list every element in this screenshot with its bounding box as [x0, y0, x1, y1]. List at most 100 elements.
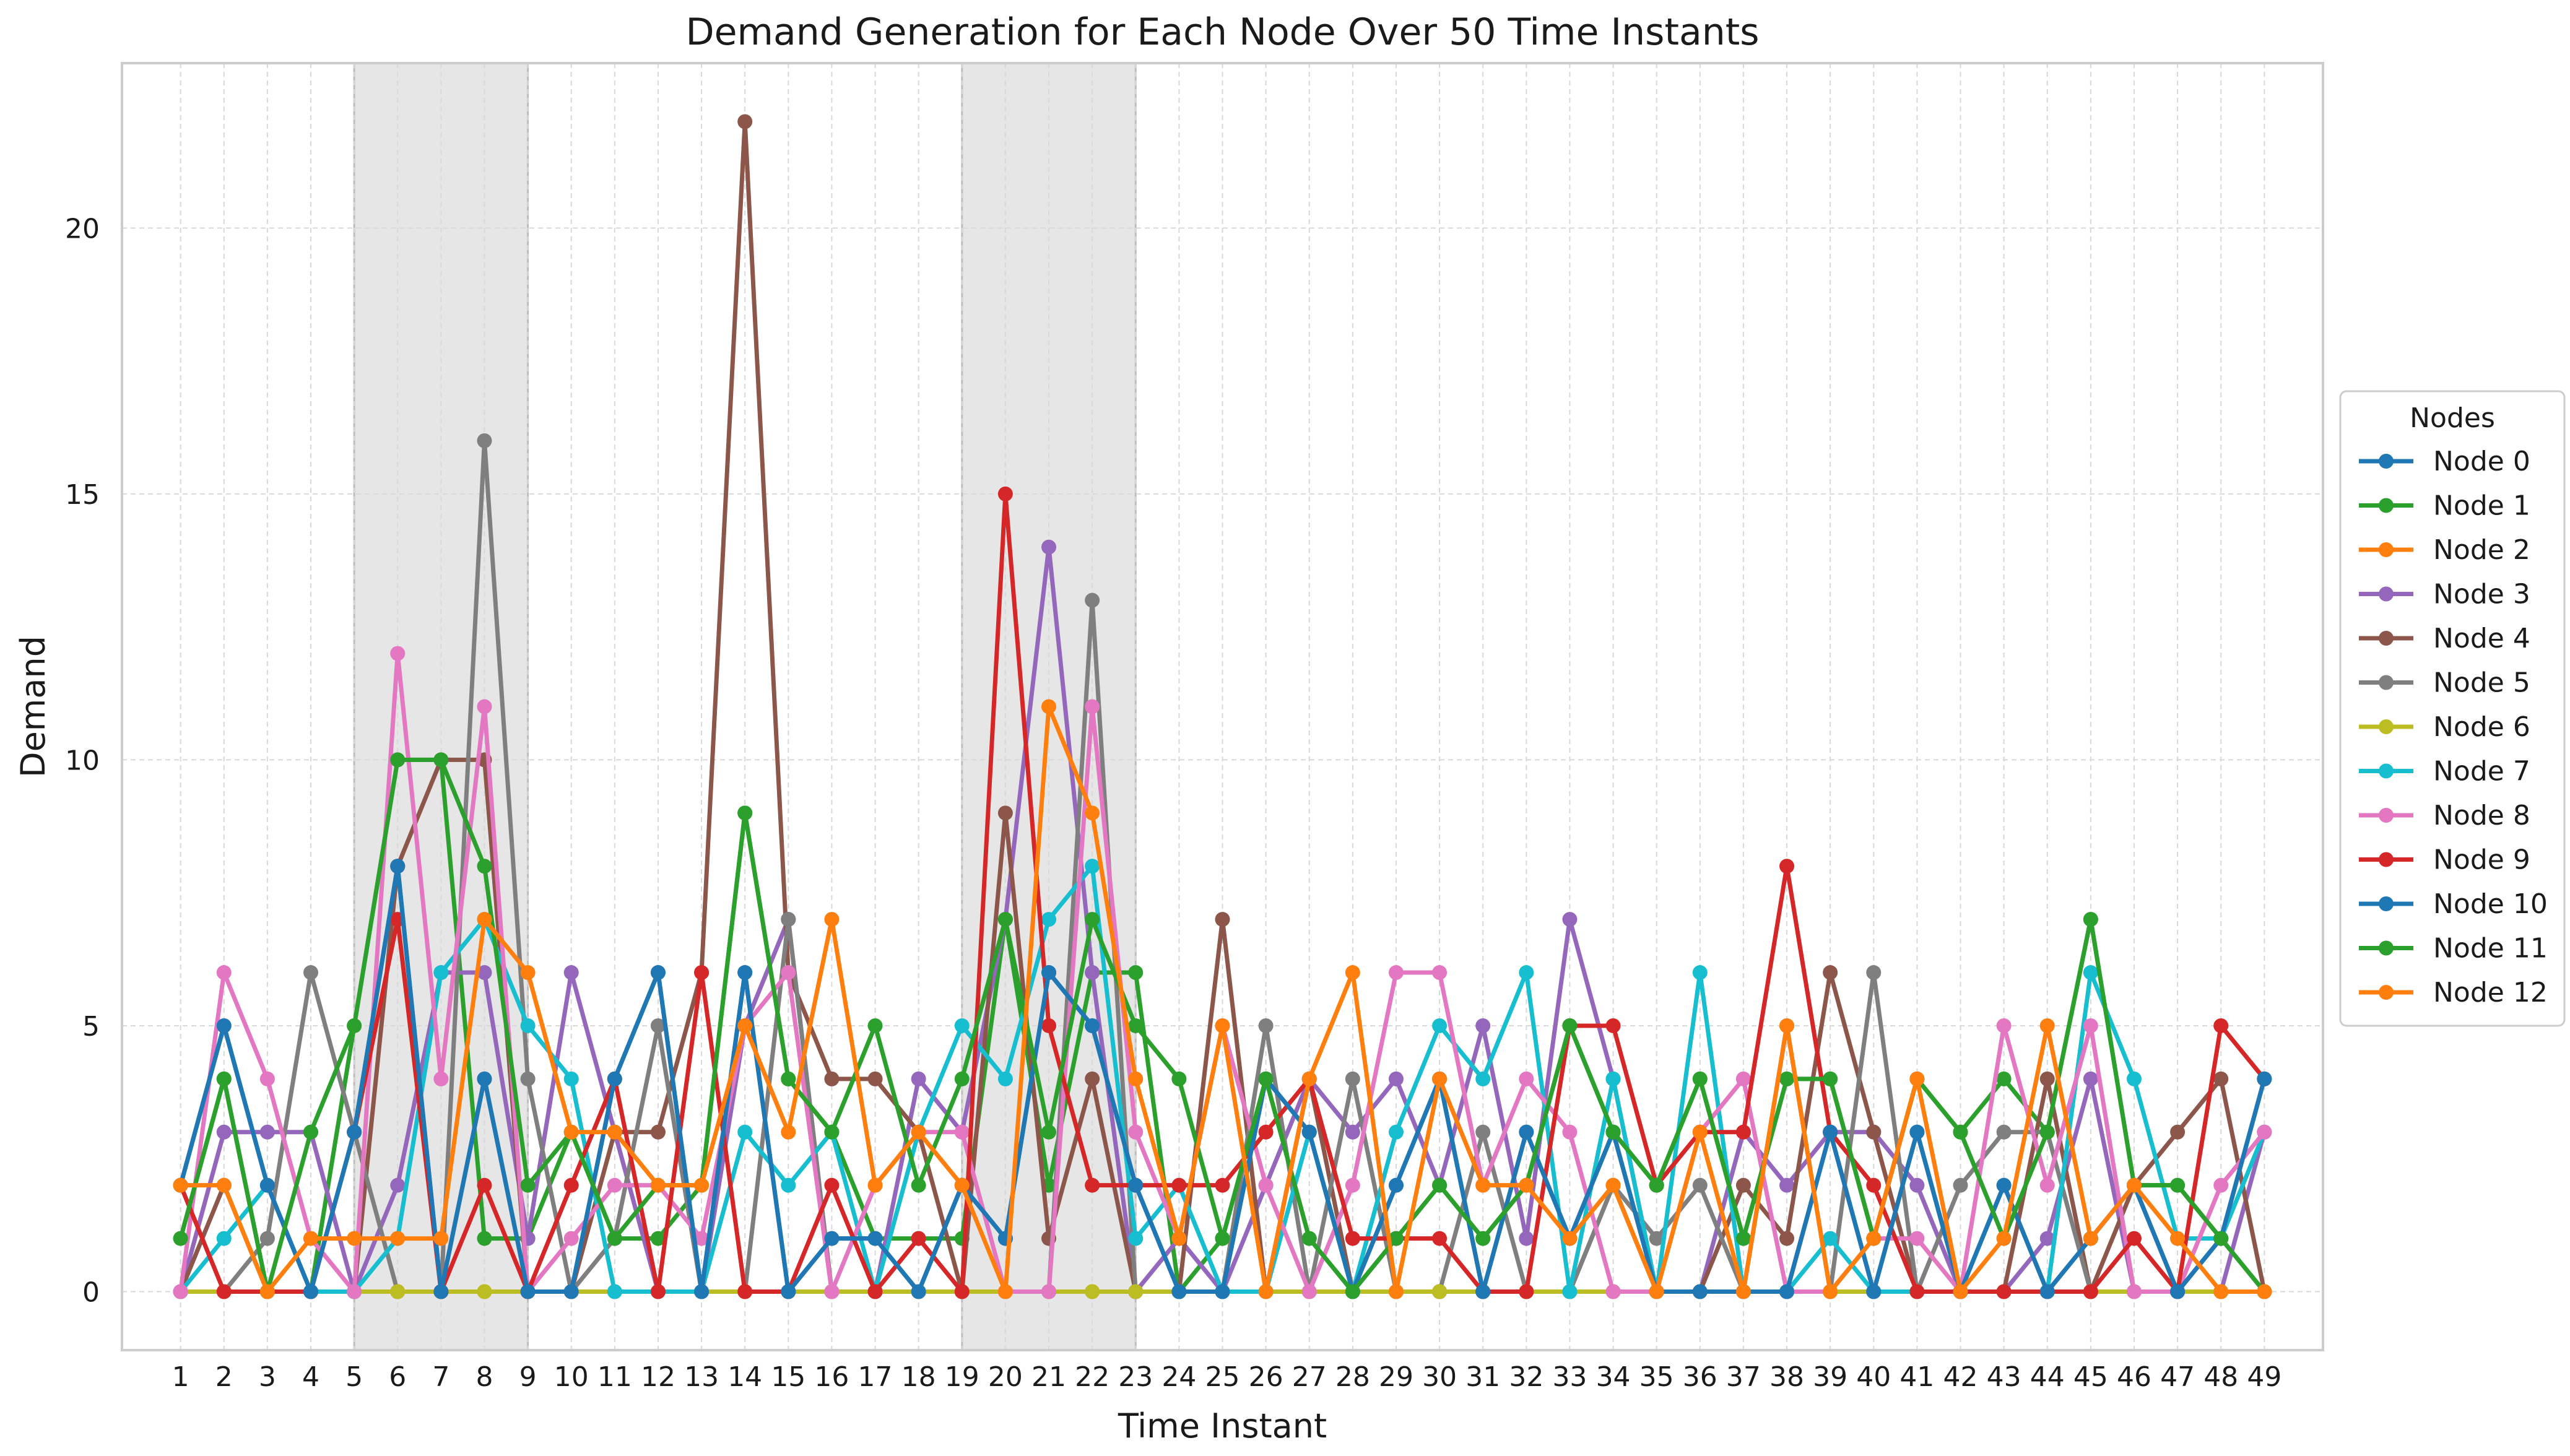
data-point: [607, 1177, 622, 1193]
data-point: [1388, 1071, 1404, 1086]
data-point: [1996, 1124, 2012, 1140]
legend-swatch-marker: [2379, 985, 2394, 1000]
x-tick-label: 12: [641, 1361, 675, 1393]
data-point: [563, 1177, 579, 1193]
data-point: [173, 1231, 188, 1246]
data-point: [1432, 1231, 1448, 1246]
data-point: [1562, 912, 1578, 927]
x-tick-label: 14: [727, 1361, 762, 1393]
x-tick-label: 37: [1726, 1361, 1761, 1393]
data-point: [781, 1071, 796, 1086]
data-point: [607, 1284, 622, 1299]
data-point: [737, 114, 753, 129]
x-tick-label: 11: [597, 1361, 632, 1393]
x-tick-label: 15: [771, 1361, 805, 1393]
data-point: [1475, 1177, 1491, 1193]
data-point: [1041, 912, 1057, 927]
data-point: [781, 965, 796, 981]
data-point: [563, 1124, 579, 1140]
data-point: [867, 1071, 883, 1086]
data-point: [1605, 1284, 1621, 1299]
data-point: [694, 1284, 710, 1299]
x-tick-label: 44: [2030, 1361, 2065, 1393]
data-point: [1562, 1231, 1578, 1246]
data-point: [1432, 1018, 1448, 1033]
data-point: [911, 1231, 926, 1246]
legend-box: [2339, 390, 2566, 1027]
data-point: [1735, 1231, 1751, 1246]
data-point: [954, 1018, 970, 1033]
data-point: [1649, 1284, 1664, 1299]
data-point: [1735, 1284, 1751, 1299]
data-point: [1301, 1284, 1317, 1299]
data-point: [1519, 1177, 1534, 1193]
data-point: [954, 1071, 970, 1086]
data-point: [1823, 965, 1838, 981]
x-tick-label: 9: [519, 1361, 537, 1393]
data-point: [997, 486, 1013, 501]
x-tick-label: 23: [1118, 1361, 1153, 1393]
y-tick-label: 10: [65, 745, 100, 776]
data-point: [1085, 699, 1100, 714]
data-point: [1866, 1177, 1882, 1193]
data-point: [1996, 1177, 2012, 1193]
y-tick-label: 20: [65, 213, 100, 245]
legend-swatch-marker: [2379, 808, 2394, 823]
data-point: [1953, 1124, 1968, 1140]
legend-label: Node 9: [2433, 844, 2530, 876]
data-point: [1475, 1231, 1491, 1246]
y-tick-label: 15: [65, 479, 100, 511]
data-point: [1692, 965, 1708, 981]
data-point: [520, 965, 536, 981]
data-point: [173, 1177, 188, 1193]
data-point: [737, 1018, 753, 1033]
legend-items: Node 0 Node 1 Node 2 Node 3 Node 4 Node 5 Node…: [2359, 446, 2548, 1008]
x-tick-label: 27: [1292, 1361, 1327, 1393]
data-point: [781, 1284, 796, 1299]
data-point: [694, 965, 710, 981]
data-point: [650, 965, 666, 981]
data-point: [216, 1071, 232, 1086]
data-point: [1649, 1231, 1664, 1246]
x-tick-label: 29: [1379, 1361, 1413, 1393]
data-point: [1258, 1284, 1274, 1299]
series-lines: [173, 114, 2272, 1299]
legend-label: Node 7: [2433, 756, 2530, 787]
data-point: [2170, 1177, 2186, 1193]
legend-item: Node 3: [2359, 579, 2530, 610]
data-point: [477, 433, 492, 448]
data-point: [2257, 1284, 2272, 1299]
legend-swatch-marker: [2379, 852, 2394, 867]
data-point: [303, 1124, 319, 1140]
series-12: [173, 699, 2272, 1299]
data-point: [433, 1071, 449, 1086]
x-tick-label: 26: [1249, 1361, 1283, 1393]
y-tick-label: 5: [82, 1011, 100, 1042]
data-point: [1258, 1071, 1274, 1086]
legend-swatch-marker: [2379, 719, 2394, 734]
data-point: [1171, 1177, 1187, 1193]
x-axis-label: Time Instant: [1118, 1406, 1327, 1445]
x-tick-label: 17: [858, 1361, 893, 1393]
data-point: [1215, 1231, 1230, 1246]
data-point: [1085, 805, 1100, 821]
data-point: [1041, 1018, 1057, 1033]
data-point: [824, 1071, 840, 1086]
data-point: [390, 1231, 406, 1246]
data-point: [867, 1018, 883, 1033]
data-point: [1432, 965, 1448, 981]
data-point: [477, 965, 492, 981]
legend-swatch-marker: [2379, 542, 2394, 557]
x-tick-label: 34: [1596, 1361, 1631, 1393]
legend-label: Node 0: [2433, 446, 2530, 477]
data-point: [1866, 965, 1882, 981]
x-tick-label: 33: [1552, 1361, 1587, 1393]
data-point: [477, 859, 492, 874]
legend-label: Node 1: [2433, 490, 2530, 522]
data-point: [2213, 1231, 2229, 1246]
data-point: [303, 1284, 319, 1299]
data-point: [607, 1071, 622, 1086]
data-point: [2126, 1177, 2142, 1193]
data-point: [737, 805, 753, 821]
legend-swatch-marker: [2379, 498, 2394, 513]
